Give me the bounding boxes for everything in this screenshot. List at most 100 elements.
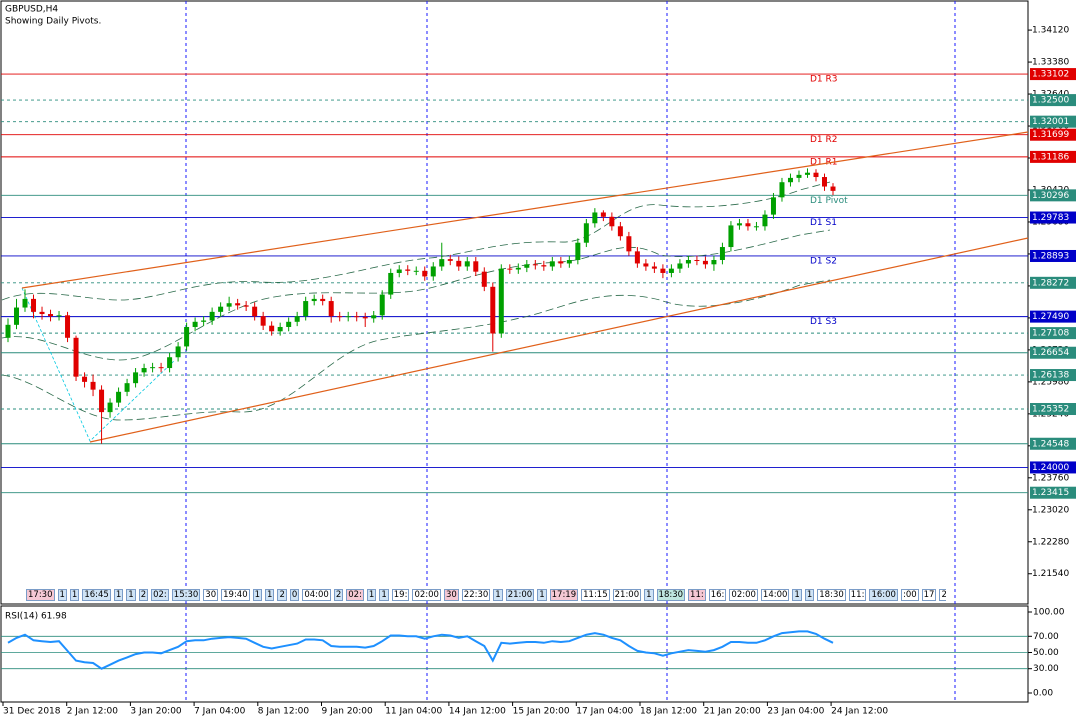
candle-body — [583, 223, 589, 243]
level-box — [1030, 327, 1076, 340]
candle-body — [328, 301, 334, 317]
event-tag: 0 — [289, 589, 300, 601]
candle-body — [787, 177, 793, 183]
event-tag: 1 — [265, 589, 275, 601]
level-label: 1.33102 — [1032, 70, 1069, 80]
level-label: 1.29783 — [1032, 213, 1069, 223]
candle-body — [150, 367, 156, 369]
x-tick-label: 31 Dec 2018 — [3, 707, 61, 717]
event-tag: 16:00 — [869, 589, 898, 601]
event-tag: :00 — [900, 589, 919, 601]
candle-body — [167, 357, 173, 369]
candle-body — [320, 298, 326, 302]
zigzag — [21, 287, 176, 442]
level-box — [1030, 94, 1076, 107]
x-tick-label: 18 Jan 12:00 — [640, 707, 697, 717]
envelopes — [1, 181, 831, 421]
candle-body — [362, 317, 368, 319]
x-tick-label: 2 Jan 12:00 — [67, 707, 119, 717]
level-box — [1030, 346, 1076, 359]
level-box — [1030, 211, 1076, 224]
rsi — [1, 630, 1028, 670]
event-tag: 18:30 — [817, 589, 846, 601]
event-tag: 23:30 — [939, 589, 946, 601]
y-tick-label: 1.23020 — [1032, 505, 1069, 515]
candle-body — [728, 225, 734, 248]
candle-body — [396, 269, 402, 273]
level-label: 1.32001 — [1032, 117, 1069, 127]
candle-body — [286, 321, 292, 327]
event-tag: 2 — [333, 589, 344, 601]
candle-body — [430, 266, 436, 277]
x-tick-label: 8 Jan 12:00 — [258, 707, 310, 717]
candle-body — [600, 212, 606, 217]
event-tag: 1 — [57, 589, 67, 601]
event-tag: 14:00 — [760, 589, 790, 601]
event-tag: 1 — [379, 589, 389, 601]
event-tag: 1 — [804, 589, 815, 601]
event-tag: 02:00 — [412, 589, 441, 601]
x-tick-label: 11 Jan 04:00 — [385, 707, 442, 717]
event-tag: 1 — [69, 589, 80, 601]
candle-body — [422, 270, 428, 277]
candle-body — [745, 223, 751, 227]
event-tag: 1 — [537, 589, 547, 601]
rsi-tick-label: 70.00 — [1033, 632, 1059, 642]
level-name: D1 S3 — [810, 317, 837, 327]
level-label: 1.26654 — [1032, 348, 1069, 358]
candle-body — [226, 303, 232, 307]
event-tag: 1 — [366, 589, 377, 601]
level-label: 1.32500 — [1032, 96, 1069, 106]
candle-body — [303, 301, 309, 317]
candle-body — [711, 260, 717, 265]
candle-body — [694, 260, 700, 261]
event-tag: 17 — [921, 589, 937, 601]
candle-body — [702, 260, 708, 265]
candle-body — [779, 182, 785, 198]
candle-body — [643, 263, 649, 267]
event-tag: 16:45 — [82, 589, 111, 601]
candle-body — [175, 346, 181, 358]
level-box — [1030, 249, 1076, 262]
level-label: 1.30296 — [1032, 191, 1069, 201]
event-tag: 15:30 — [171, 589, 201, 601]
candle-body — [464, 261, 470, 267]
candle-body — [575, 242, 581, 260]
level-box — [1030, 403, 1076, 416]
candles — [5, 168, 836, 444]
level-box — [1030, 276, 1076, 289]
event-tag: 30 — [203, 589, 219, 601]
candle-body — [337, 316, 343, 318]
candle-body — [252, 306, 258, 317]
event-tag: 1 — [792, 589, 802, 601]
rsi-line — [7, 630, 834, 670]
event-tag: 1 — [493, 589, 503, 601]
level-label: 1.28272 — [1032, 278, 1069, 288]
candle-body — [617, 226, 623, 237]
candle-body — [796, 174, 802, 178]
candle-body — [651, 266, 657, 269]
candle-body — [48, 314, 54, 317]
candle-body — [634, 251, 640, 264]
rsi-tick-label: 100.00 — [1033, 607, 1065, 617]
event-tag: 2 — [138, 589, 149, 601]
level-label: 1.27490 — [1032, 312, 1069, 322]
event-tag: 30 — [443, 589, 459, 601]
candle-body — [124, 383, 130, 392]
candle-body — [184, 326, 190, 347]
event-tag: 11:15 — [581, 589, 610, 601]
level-label: 1.27108 — [1032, 329, 1069, 339]
event-tag: 17:30 — [26, 589, 55, 601]
period-separators — [185, 1, 956, 702]
candle-body — [481, 271, 487, 287]
event-tag: 22:30 — [461, 589, 491, 601]
event-tag: 02: — [151, 589, 169, 601]
candle-body — [473, 261, 479, 272]
candle-body — [56, 315, 62, 317]
candle-body — [65, 315, 71, 338]
candle-body — [22, 298, 28, 308]
event-tag: 11: — [688, 589, 706, 601]
level-box — [1030, 128, 1076, 141]
level-name: D1 R2 — [810, 135, 838, 145]
